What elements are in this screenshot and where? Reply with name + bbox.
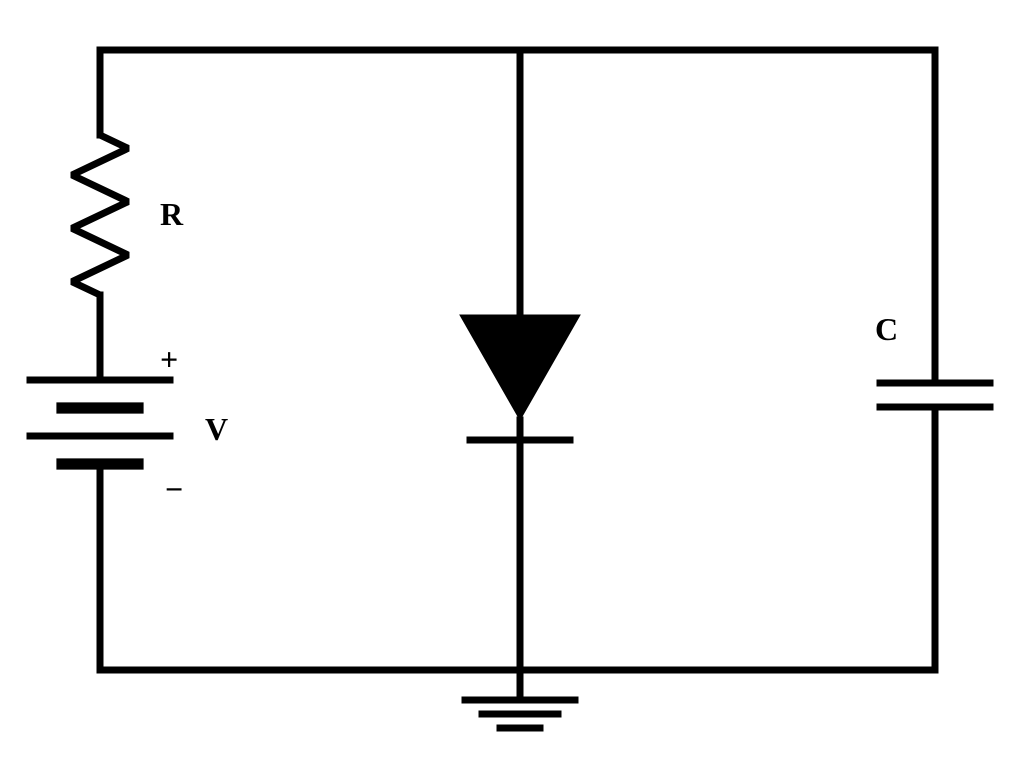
capacitor-label: C — [875, 311, 898, 347]
circuit-schematic: R + −V C — [0, 0, 1024, 760]
battery-plus-label: + — [160, 341, 178, 377]
battery — [30, 376, 170, 468]
resistor-label: R — [160, 196, 184, 232]
battery-minus-label: − — [165, 471, 183, 507]
diode-triangle — [460, 315, 580, 420]
battery-label: V — [205, 411, 228, 447]
resistor — [72, 135, 128, 295]
